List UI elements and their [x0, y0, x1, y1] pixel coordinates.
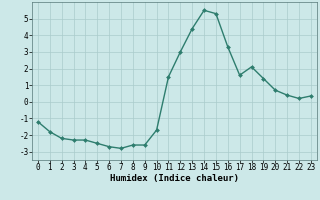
X-axis label: Humidex (Indice chaleur): Humidex (Indice chaleur) — [110, 174, 239, 183]
